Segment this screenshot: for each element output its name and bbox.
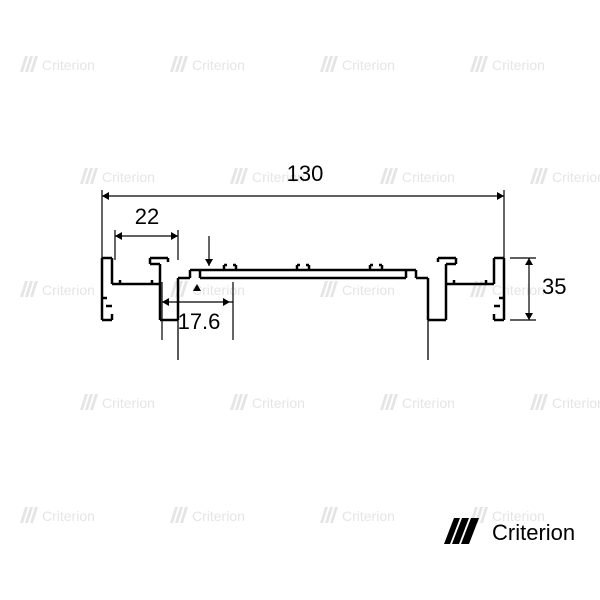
watermark-label: Criterion bbox=[402, 169, 455, 185]
watermark-label: Criterion bbox=[252, 395, 305, 411]
watermark-label: Criterion bbox=[342, 57, 395, 73]
watermark-label: Criterion bbox=[342, 282, 395, 298]
watermark-label: Criterion bbox=[42, 282, 95, 298]
watermark-label: Criterion bbox=[492, 57, 545, 73]
brand: Criterion bbox=[444, 518, 575, 545]
watermark-label: Criterion bbox=[42, 57, 95, 73]
watermark-label: Criterion bbox=[492, 282, 545, 298]
watermark-label: Criterion bbox=[192, 57, 245, 73]
watermark-label: Criterion bbox=[42, 508, 95, 524]
watermark-label: Criterion bbox=[552, 395, 600, 411]
dim-channel-width: 22 bbox=[135, 204, 159, 229]
watermark-label: Criterion bbox=[192, 508, 245, 524]
watermark-label: Criterion bbox=[552, 169, 600, 185]
watermark-label: Criterion bbox=[102, 169, 155, 185]
brand-label: Criterion bbox=[492, 520, 575, 545]
watermark-label: Criterion bbox=[102, 395, 155, 411]
dim-overall-width: 130 bbox=[287, 161, 324, 186]
watermark-label: Criterion bbox=[402, 395, 455, 411]
dim-inner-width: 17.6 bbox=[178, 309, 221, 334]
watermark-label: Criterion bbox=[342, 508, 395, 524]
dim-height: 35 bbox=[542, 274, 566, 299]
